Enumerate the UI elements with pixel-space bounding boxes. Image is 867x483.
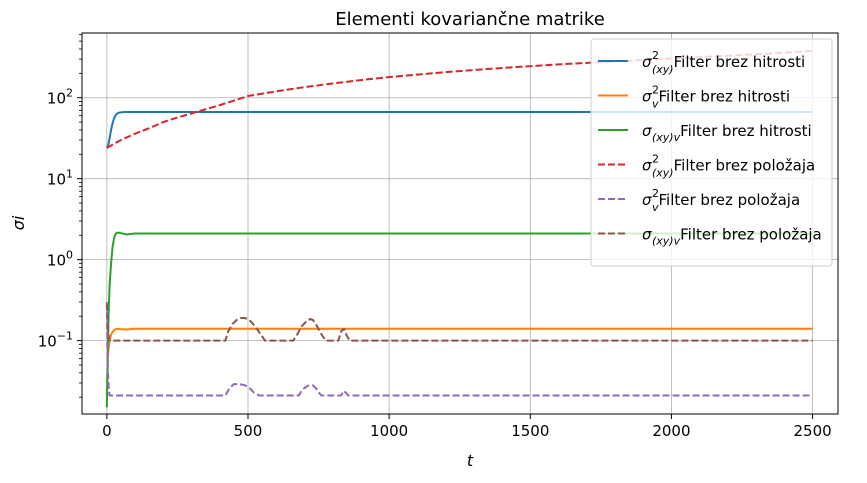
x-axis-label: t xyxy=(467,451,474,470)
y-tick-label: 10−1 xyxy=(38,330,73,351)
axis-ticks: 0 500 1000 1500 2000 2500 10−1 100 101 102 xyxy=(38,34,832,440)
legend-label: σ2 (xy)Filter brez hitrosti xyxy=(642,49,805,76)
legend-label: σ(xy)vFilter brez položaja xyxy=(642,226,822,248)
x-tick-label: 1500 xyxy=(511,422,549,440)
y-axis-label: σi xyxy=(9,215,28,230)
series-line-1 xyxy=(105,111,813,149)
x-tick-label: 2500 xyxy=(793,422,831,440)
series-lines xyxy=(105,49,813,408)
x-tick-label: 2000 xyxy=(652,422,690,440)
legend-label: σ2 vFilter brez hitrosti xyxy=(642,84,790,111)
series-line-5 xyxy=(105,301,813,397)
legend-label: σ(xy)vFilter brez hitrosti xyxy=(642,122,812,144)
series-line-6 xyxy=(105,304,813,342)
plot-frame xyxy=(81,32,839,415)
legend-label: σ2 vFilter brez položaja xyxy=(642,187,800,214)
legend: σ2 (xy)Filter brez hitrosti σ2 vFilter brez… xyxy=(590,38,833,267)
x-tick-label: 1000 xyxy=(370,422,408,440)
chart-title: Elementi kovariančne matrike xyxy=(335,9,605,30)
y-tick-label: 101 xyxy=(47,168,73,189)
x-tick-label: 500 xyxy=(234,422,263,440)
y-tick-label: 100 xyxy=(47,249,73,270)
legend-label: σ2 (xy)Filter brez položaja xyxy=(642,153,815,180)
legend-box xyxy=(590,38,833,267)
y-tick-label: 102 xyxy=(47,87,73,108)
series-line-3 xyxy=(105,231,813,408)
x-tick-label: 0 xyxy=(102,422,112,440)
series-line-4 xyxy=(106,49,813,149)
